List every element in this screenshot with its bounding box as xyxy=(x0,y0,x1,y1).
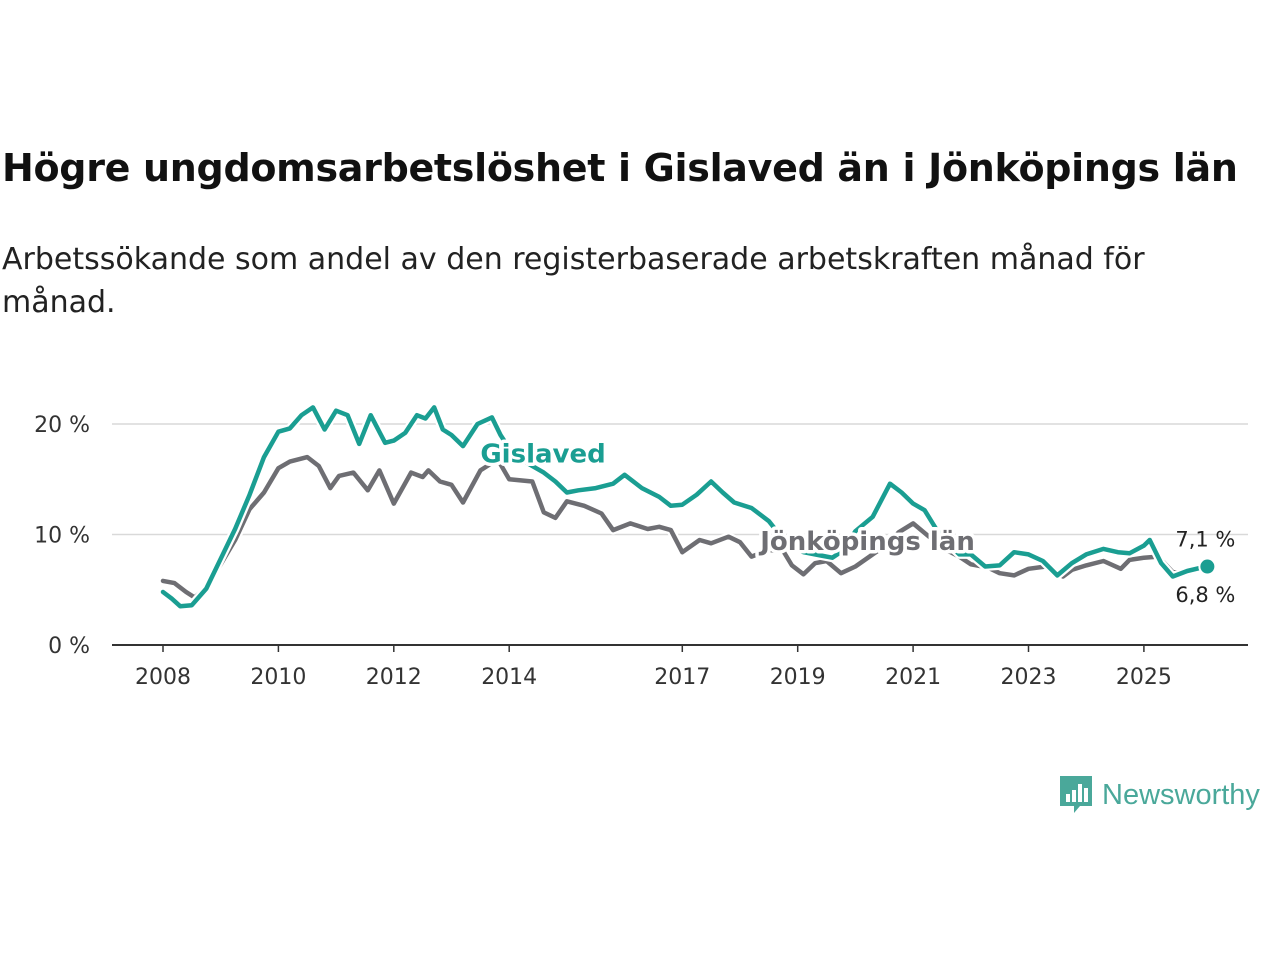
y-tick-label: 20 % xyxy=(34,413,90,438)
x-tick-label: 2010 xyxy=(250,665,306,690)
x-tick-label: 2017 xyxy=(654,665,710,690)
line-chart: 0 % 10 % 20 % 2008 2010 2012 2014 2017 2019 2021 2… xyxy=(34,402,1248,690)
x-tick-label: 2014 xyxy=(481,665,537,690)
y-tick-label: 10 % xyxy=(34,524,90,549)
x-tick-label: 2021 xyxy=(885,665,941,690)
x-tick-label: 2012 xyxy=(366,665,422,690)
series-line-halo xyxy=(158,402,1212,611)
series-line-halo xyxy=(158,452,1212,602)
series-labels: 7,1 % 6,8 % Gislaved Jönköpings län xyxy=(477,436,1236,607)
y-tick-label: 0 % xyxy=(48,634,90,659)
x-tick-label: 2019 xyxy=(770,665,826,690)
chart-title: Högre ungdomsarbetslöshet i Gislaved än … xyxy=(2,146,1238,190)
x-tick-label: 2023 xyxy=(1001,665,1057,690)
brand-name: Newsworthy xyxy=(1102,778,1260,811)
brand-logo: Newsworthy xyxy=(1058,772,1260,818)
end-value-label: 6,8 % xyxy=(1175,583,1235,607)
x-tick-label: 2008 xyxy=(135,665,191,690)
series-annotation: Gislaved xyxy=(480,440,605,470)
series-line xyxy=(160,405,1210,609)
gridlines xyxy=(112,423,1248,536)
series-line xyxy=(160,454,1210,600)
axes: 0 % 10 % 20 % 2008 2010 2012 2014 2017 2019 2021 2… xyxy=(34,413,1248,690)
newsworthy-logo-icon xyxy=(1060,776,1092,813)
series-lines xyxy=(158,402,1217,611)
end-value-label: 7,1 % xyxy=(1175,528,1235,552)
series-annotation: Jönköpings län xyxy=(758,527,975,557)
end-point-dot xyxy=(1198,557,1217,576)
chart-subtitle: Arbetssökande som andel av den registerb… xyxy=(2,242,1145,320)
x-tick-label: 2025 xyxy=(1116,665,1172,690)
